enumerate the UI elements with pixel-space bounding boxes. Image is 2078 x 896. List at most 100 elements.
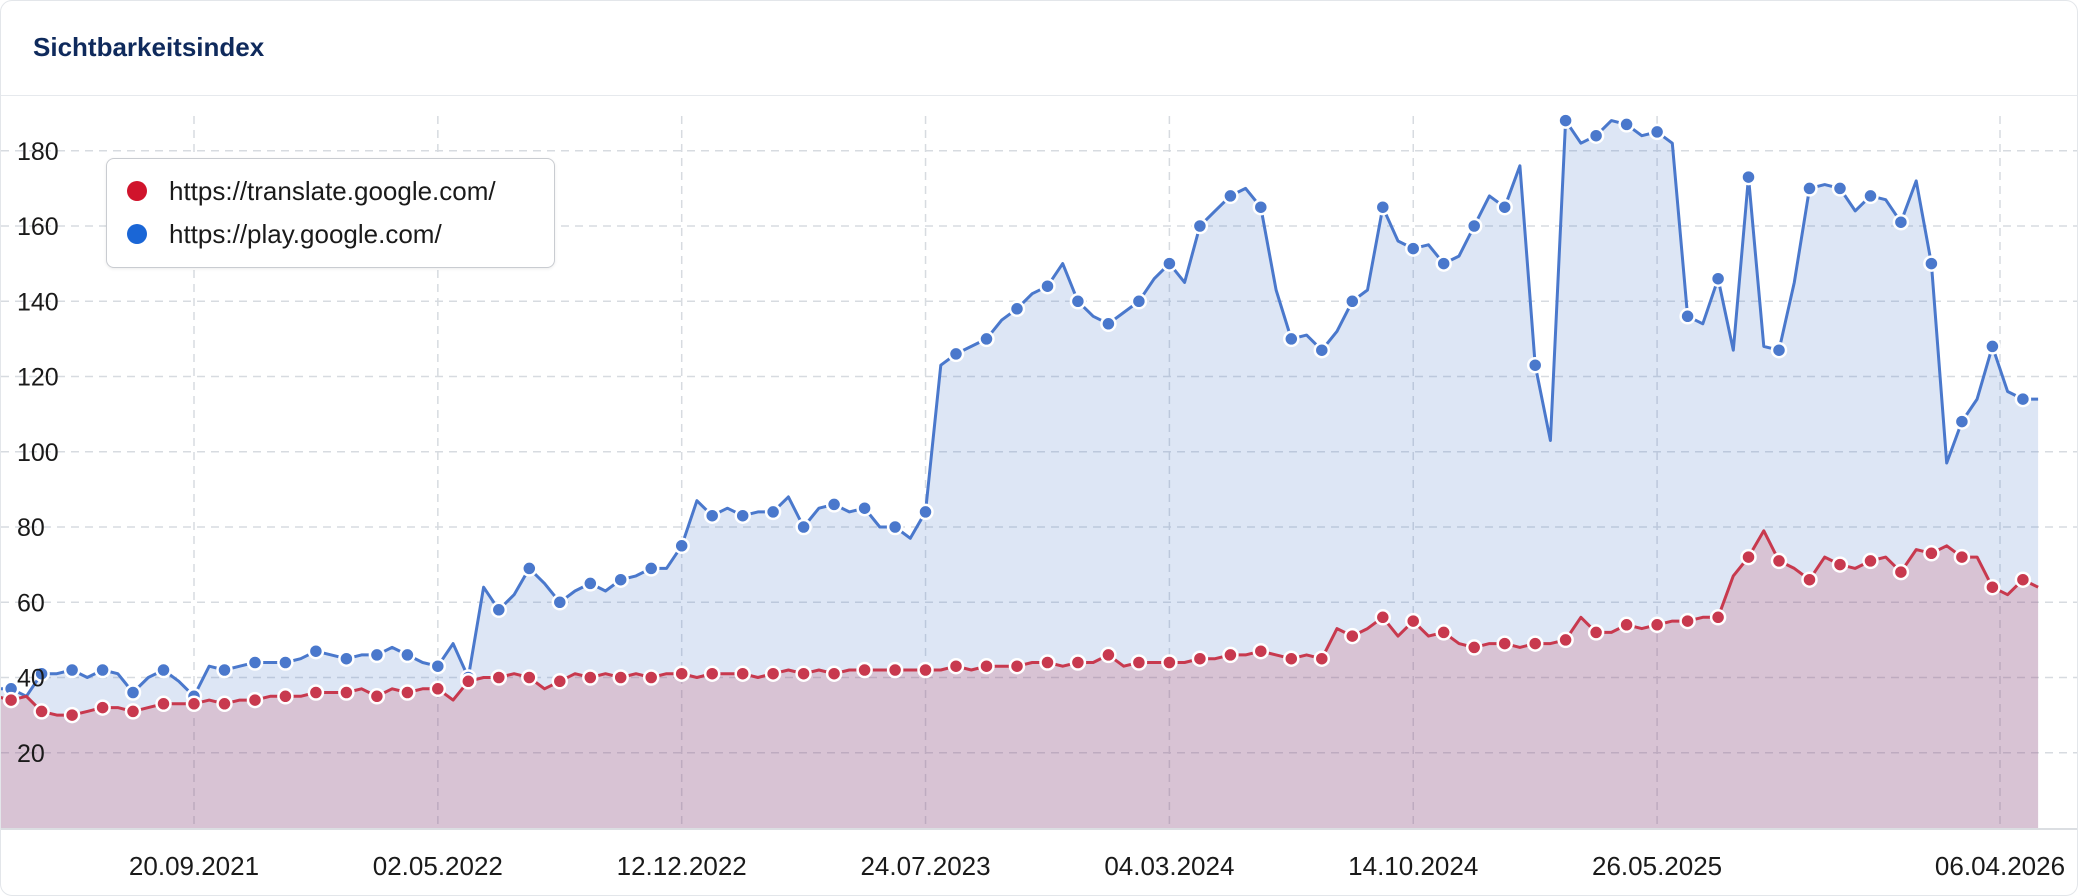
point-translate[interactable] xyxy=(1496,635,1513,652)
point-play[interactable] xyxy=(1557,112,1574,129)
point-translate[interactable] xyxy=(1191,650,1209,667)
series-markers[interactable] xyxy=(1,112,2032,724)
point-translate[interactable] xyxy=(368,688,386,705)
point-translate[interactable] xyxy=(2014,571,2032,588)
point-translate[interactable] xyxy=(307,684,325,701)
point-play[interactable] xyxy=(703,507,721,524)
point-translate[interactable] xyxy=(1892,563,1910,581)
point-play[interactable] xyxy=(1892,213,1910,231)
point-play[interactable] xyxy=(1984,338,2001,355)
point-play[interactable] xyxy=(33,665,50,682)
legend-item-play[interactable]: https://play.google.com/ xyxy=(127,214,442,254)
point-play[interactable] xyxy=(825,496,843,513)
point-play[interactable] xyxy=(1496,198,1513,216)
point-translate[interactable] xyxy=(551,673,569,690)
point-play[interactable] xyxy=(1283,330,1300,348)
point-translate[interactable] xyxy=(1618,616,1635,634)
point-play[interactable] xyxy=(1313,341,1331,359)
point-play[interactable] xyxy=(1008,300,1026,318)
point-translate[interactable] xyxy=(277,688,294,705)
point-play[interactable] xyxy=(947,345,965,363)
point-play[interactable] xyxy=(63,661,81,679)
point-translate[interactable] xyxy=(1313,650,1331,667)
point-play[interactable] xyxy=(795,518,812,536)
point-translate[interactable] xyxy=(399,684,416,701)
point-play[interactable] xyxy=(1404,240,1422,257)
point-play[interactable] xyxy=(155,661,172,679)
point-translate[interactable] xyxy=(1161,654,1178,671)
point-translate[interactable] xyxy=(1404,612,1422,630)
point-play[interactable] xyxy=(673,537,690,555)
point-translate[interactable] xyxy=(1709,609,1727,626)
point-translate[interactable] xyxy=(429,680,447,698)
point-translate[interactable] xyxy=(642,669,660,686)
point-translate[interactable] xyxy=(1862,552,1879,570)
point-play[interactable] xyxy=(642,560,660,577)
point-play[interactable] xyxy=(1862,187,1879,205)
point-play[interactable] xyxy=(582,575,599,592)
point-translate[interactable] xyxy=(1740,548,1757,566)
point-translate[interactable] xyxy=(1801,571,1818,588)
point-play[interactable] xyxy=(1435,255,1452,272)
point-play[interactable] xyxy=(1039,277,1056,295)
point-play[interactable] xyxy=(277,654,294,671)
point-translate[interactable] xyxy=(155,695,172,713)
point-translate[interactable] xyxy=(1374,609,1392,626)
point-translate[interactable] xyxy=(582,669,599,686)
point-translate[interactable] xyxy=(521,669,538,686)
point-translate[interactable] xyxy=(703,665,721,682)
point-play[interactable] xyxy=(1709,270,1727,287)
point-play[interactable] xyxy=(1740,168,1757,186)
point-translate[interactable] xyxy=(1648,616,1666,634)
point-play[interactable] xyxy=(856,499,873,517)
point-play[interactable] xyxy=(368,646,386,664)
point-play[interactable] xyxy=(764,503,782,521)
point-play[interactable] xyxy=(338,650,355,667)
point-translate[interactable] xyxy=(185,695,203,713)
point-play[interactable] xyxy=(1374,198,1392,216)
legend-item-translate[interactable]: https://translate.google.com/ xyxy=(127,171,496,211)
point-translate[interactable] xyxy=(216,695,233,713)
point-play[interactable] xyxy=(307,642,325,660)
point-translate[interactable] xyxy=(1831,556,1849,573)
point-translate[interactable] xyxy=(1984,578,2001,596)
point-play[interactable] xyxy=(1161,255,1178,272)
point-play[interactable] xyxy=(612,571,629,588)
point-translate[interactable] xyxy=(947,657,965,675)
point-play[interactable] xyxy=(1923,255,1940,272)
point-translate[interactable] xyxy=(1100,646,1117,664)
point-translate[interactable] xyxy=(1252,642,1270,660)
point-play[interactable] xyxy=(886,518,904,536)
point-play[interactable] xyxy=(1648,123,1666,141)
point-play[interactable] xyxy=(1069,293,1087,310)
point-translate[interactable] xyxy=(1222,646,1239,664)
point-translate[interactable] xyxy=(673,665,690,682)
point-translate[interactable] xyxy=(94,699,111,716)
point-translate[interactable] xyxy=(338,684,355,701)
point-play[interactable] xyxy=(521,560,538,577)
point-translate[interactable] xyxy=(1679,612,1696,630)
point-translate[interactable] xyxy=(734,665,751,682)
point-translate[interactable] xyxy=(917,661,934,679)
point-translate[interactable] xyxy=(1770,552,1788,570)
point-translate[interactable] xyxy=(612,669,629,686)
point-play[interactable] xyxy=(490,601,508,619)
point-translate[interactable] xyxy=(886,661,904,679)
point-translate[interactable] xyxy=(1344,627,1361,645)
point-play[interactable] xyxy=(1801,180,1818,197)
point-play[interactable] xyxy=(1587,127,1605,144)
point-play[interactable] xyxy=(917,503,934,521)
point-translate[interactable] xyxy=(1069,654,1087,671)
point-play[interactable] xyxy=(1831,180,1849,197)
point-translate[interactable] xyxy=(1008,657,1026,675)
point-play[interactable] xyxy=(1130,293,1148,310)
point-translate[interactable] xyxy=(1953,548,1971,566)
point-translate[interactable] xyxy=(1923,545,1940,562)
point-translate[interactable] xyxy=(63,706,81,724)
point-play[interactable] xyxy=(1222,187,1239,205)
point-translate[interactable] xyxy=(1557,631,1574,649)
point-translate[interactable] xyxy=(124,703,142,720)
point-translate[interactable] xyxy=(1039,654,1056,671)
point-play[interactable] xyxy=(978,330,995,348)
point-play[interactable] xyxy=(1465,217,1483,235)
